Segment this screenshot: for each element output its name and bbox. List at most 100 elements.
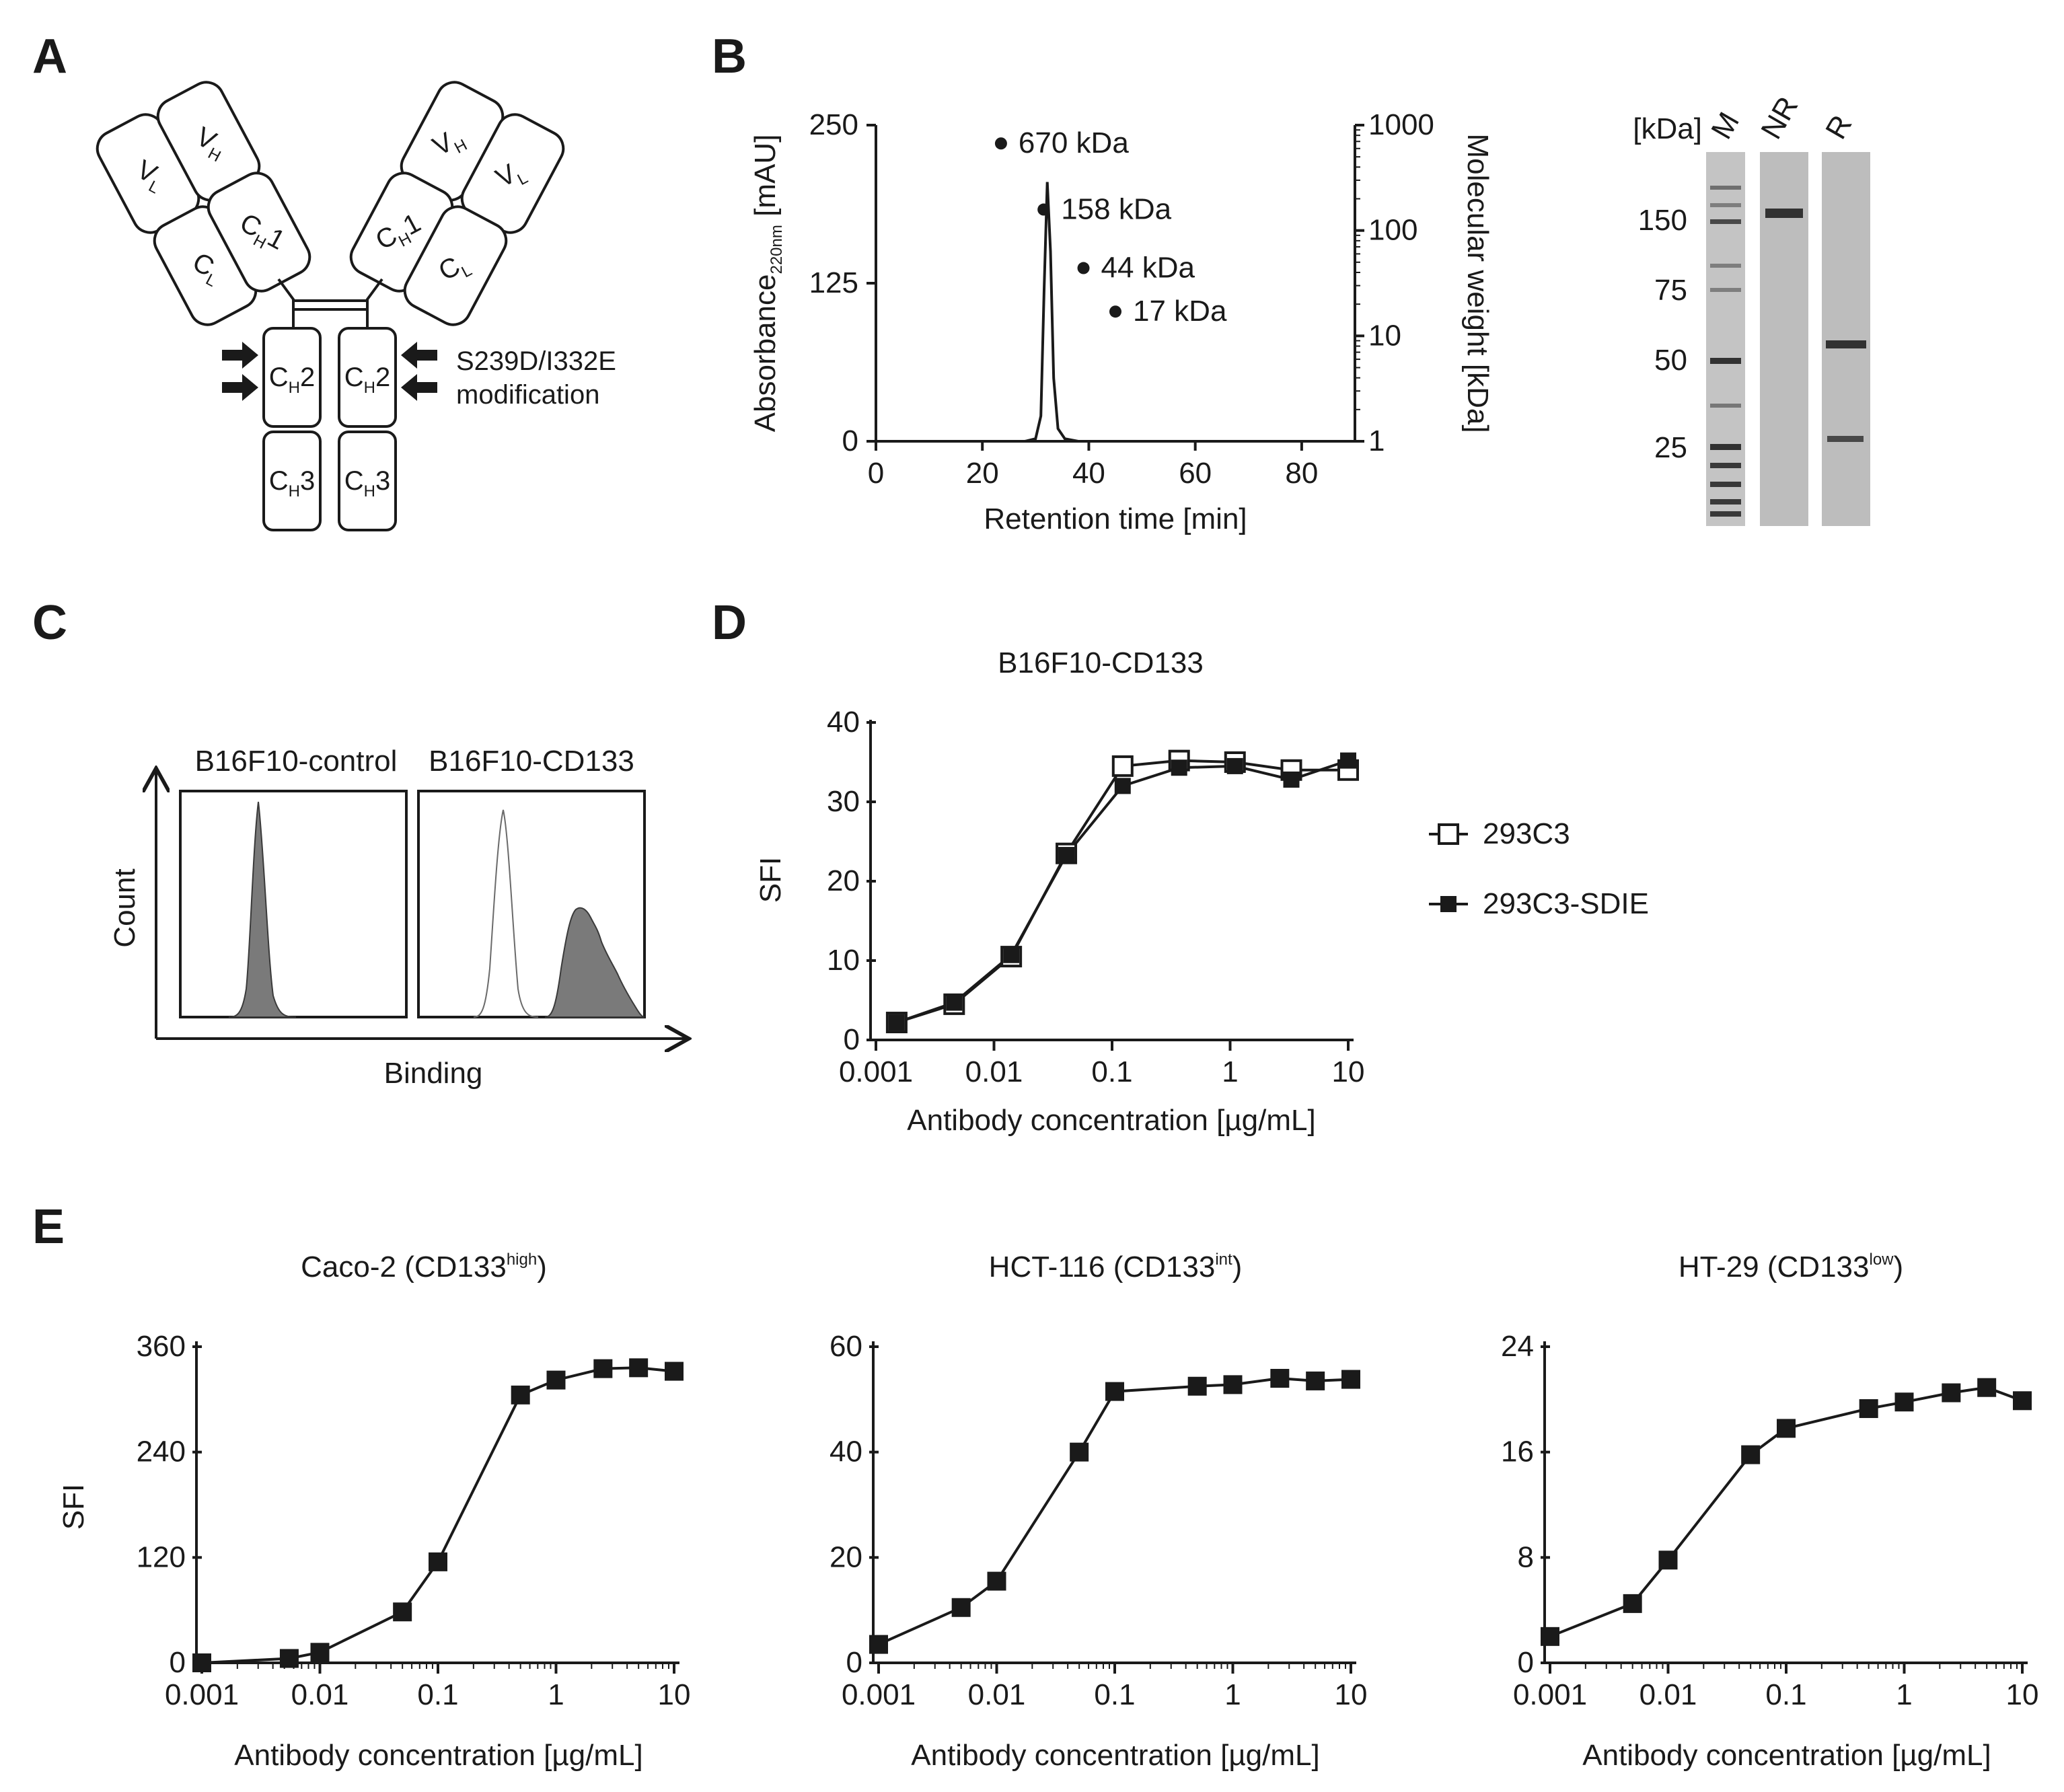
ch2-label-right: CH2 bbox=[344, 363, 390, 397]
data-point-filled-square bbox=[429, 1552, 447, 1571]
mw-marker-25: 25 bbox=[1654, 431, 1687, 464]
y-tick-label: 16 bbox=[1501, 1435, 1534, 1468]
chart-title: Caco-2 (CD133high) bbox=[301, 1250, 547, 1283]
y2-tick-label: 100 bbox=[1368, 214, 1417, 247]
legend-label-293c3-sdie: 293C3-SDIE bbox=[1483, 887, 1649, 920]
x-tick-label: 0.1 bbox=[1765, 1678, 1806, 1711]
x-tick-label: 20 bbox=[966, 457, 999, 490]
arrow-right-icon bbox=[222, 342, 258, 369]
data-point-filled-square bbox=[1341, 1370, 1360, 1389]
panel-label-c: C bbox=[32, 596, 67, 650]
arrow-right-icon bbox=[222, 374, 258, 401]
y2-tick-label: 1000 bbox=[1368, 108, 1434, 141]
r-band-light-chain bbox=[1827, 436, 1864, 442]
mw-marker-75: 75 bbox=[1654, 274, 1687, 307]
x-tick-label: 0.01 bbox=[965, 1055, 1023, 1088]
data-point-open-square bbox=[1111, 755, 1134, 777]
data-point-filled-square bbox=[1306, 1371, 1325, 1390]
histogram-title-cd133: B16F10-CD133 bbox=[429, 745, 634, 778]
mw-standard-label: 17 kDa bbox=[1133, 295, 1227, 328]
data-point-filled-square bbox=[546, 1370, 566, 1390]
binding-chart-hct116: HCT-116 (CD133int) 0.001 0.01 0.1 1 10 0 20 40 6… bbox=[830, 1250, 1367, 1772]
x-tick-label: 10 bbox=[2006, 1678, 2039, 1711]
hinge-right bbox=[366, 278, 383, 330]
x-tick-label: 10 bbox=[1335, 1678, 1368, 1711]
y-tick-label: 120 bbox=[137, 1540, 186, 1573]
data-point-filled-square bbox=[511, 1385, 530, 1405]
y-tick-label: 24 bbox=[1501, 1330, 1534, 1363]
lane-label-r: R bbox=[1819, 110, 1858, 145]
binding-chart-caco2: Caco-2 (CD133high) 0.001 0.01 0.1 1 10 0 120 24… bbox=[57, 1250, 690, 1772]
marker-band bbox=[1710, 482, 1741, 487]
data-point-filled-square bbox=[1226, 757, 1243, 774]
data-point-filled-square bbox=[1283, 771, 1300, 788]
mw-standard-point bbox=[1077, 262, 1090, 274]
ch2-domain-left bbox=[262, 327, 322, 428]
mw-standard-point bbox=[994, 137, 1007, 150]
marker-band bbox=[1710, 186, 1741, 190]
data-point-filled-square bbox=[279, 1649, 299, 1668]
y-tick-label: 0 bbox=[842, 424, 858, 457]
panel-label-a: A bbox=[32, 30, 67, 83]
mw-standard-point bbox=[1109, 305, 1121, 318]
y-tick-label: 0 bbox=[846, 1646, 862, 1679]
y-tick-label: 0 bbox=[1518, 1646, 1534, 1679]
y-tick-label: 20 bbox=[830, 1540, 862, 1573]
x-tick-label: 0.001 bbox=[165, 1678, 239, 1711]
marker-band bbox=[1710, 219, 1741, 224]
chart-title: HCT-116 (CD133int) bbox=[989, 1250, 1243, 1283]
data-point-filled-square bbox=[1777, 1419, 1796, 1438]
histogram-control-peak bbox=[228, 801, 297, 1018]
flow-cytometry-panel: B16F10-control B16F10-CD133 Count Bindin… bbox=[108, 745, 686, 1090]
panel-label-d: D bbox=[712, 596, 747, 650]
binding-chart-ht29: HT-29 (CD133low) 0.001 0.01 0.1 1 10 0 8 16 24 A… bbox=[1501, 1250, 2038, 1772]
data-point-filled-square bbox=[1105, 1382, 1124, 1401]
panel-label-b: B bbox=[712, 30, 747, 83]
ch3-domain-left bbox=[262, 431, 322, 531]
mw-marker-50: 50 bbox=[1654, 344, 1687, 377]
x-tick-label: 0.001 bbox=[842, 1678, 916, 1711]
arrow-left-icon bbox=[401, 374, 437, 401]
marker-band bbox=[1710, 404, 1741, 408]
modification-label-2: modification bbox=[456, 380, 599, 410]
ch3-label-right: CH3 bbox=[344, 466, 390, 500]
histogram-cd133-peak bbox=[544, 907, 645, 1018]
gel-unit-label: [kDa] bbox=[1633, 112, 1702, 145]
sec-chart: 0 20 40 60 80 0 125 250 1 10 100 1000 670 kDa 158 kD… bbox=[749, 108, 1494, 535]
x-axis-label: Antibody concentration [µg/mL] bbox=[234, 1739, 642, 1772]
y-tick-label: 0 bbox=[844, 1023, 860, 1056]
gel-lane-marker bbox=[1706, 152, 1745, 526]
y-tick-label: 10 bbox=[827, 944, 860, 977]
y-tick-label: 360 bbox=[137, 1330, 186, 1363]
legend-marker-filled-square bbox=[1440, 896, 1457, 912]
marker-band bbox=[1710, 511, 1741, 517]
y-axis-label: SFI bbox=[57, 1484, 90, 1530]
histogram-frame-control bbox=[179, 790, 408, 1018]
lane-label-nr: NR bbox=[1755, 91, 1804, 145]
antibody-schematic: VL VH CL CH1 VH VL CH1 CL CH2 CH2 CH3 CH… bbox=[96, 81, 616, 531]
legend-marker-open-square bbox=[1438, 823, 1459, 845]
data-point-filled-square bbox=[1340, 752, 1356, 769]
y-tick-label: 40 bbox=[830, 1435, 862, 1468]
x-tick-label: 0.001 bbox=[839, 1055, 913, 1088]
y-axis-label: SFI bbox=[754, 857, 787, 903]
chart-title: HT-29 (CD133low) bbox=[1679, 1250, 1903, 1283]
lane-label-m: M bbox=[1705, 107, 1746, 145]
data-point-filled-square bbox=[1070, 1442, 1089, 1462]
histogram-title-control: B16F10-control bbox=[195, 745, 398, 778]
data-point-filled-square bbox=[1741, 1445, 1761, 1464]
sec-trace bbox=[876, 182, 1355, 443]
x-tick-label: 0 bbox=[868, 457, 884, 490]
x-axis-label: Antibody concentration [µg/mL] bbox=[1582, 1739, 1991, 1772]
x-tick-label: 0.1 bbox=[1091, 1055, 1132, 1088]
y-tick-label: 8 bbox=[1518, 1540, 1534, 1573]
data-point-filled-square bbox=[1977, 1378, 1997, 1397]
data-point-filled-square bbox=[2013, 1391, 2032, 1411]
ch2-label-left: CH2 bbox=[269, 363, 315, 397]
x-tick-label: 1 bbox=[548, 1678, 564, 1711]
y-tick-label: 60 bbox=[830, 1330, 862, 1363]
data-point-filled-square bbox=[1541, 1627, 1559, 1646]
data-point-filled-square bbox=[1058, 847, 1075, 864]
data-point-filled-square bbox=[1171, 759, 1187, 776]
